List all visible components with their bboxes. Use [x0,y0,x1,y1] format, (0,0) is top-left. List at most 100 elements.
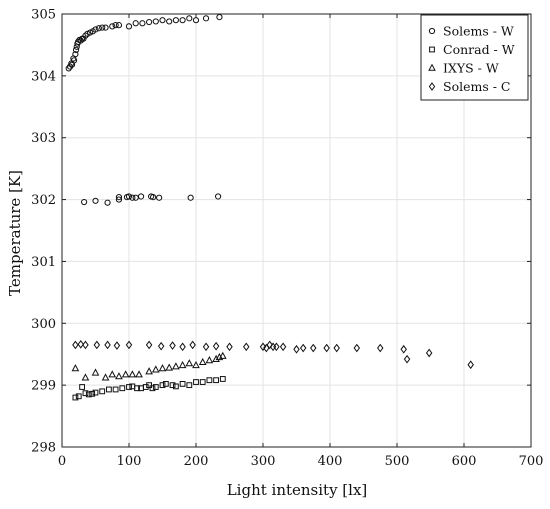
data-points [65,13,474,401]
data-point [259,342,267,352]
data-point [99,24,106,31]
data-point [102,24,109,31]
data-point [99,388,106,395]
data-point [89,390,96,397]
data-point [125,340,133,350]
y-tick-label: 301 [31,255,56,270]
data-point [215,193,222,200]
data-point [266,340,273,350]
data-point [92,389,99,396]
data-point [189,340,196,350]
data-point [145,340,153,350]
data-point [158,364,167,372]
x-tick-label: 700 [519,454,544,469]
x-tick-label: 300 [251,454,276,469]
data-point [121,370,130,378]
data-point [212,354,220,362]
data-point [205,356,214,364]
legend-marker [428,63,436,71]
y-tick-label: 305 [31,8,56,23]
x-tick-label: 0 [58,454,66,469]
y-tick-label: 298 [31,441,56,456]
data-point [92,197,99,204]
data-point [152,384,159,390]
data-point [145,367,153,375]
data-point [199,379,206,385]
data-point [77,339,84,349]
series-solems-w [65,13,223,206]
data-point [129,194,136,201]
data-point [323,343,330,353]
data-point [106,386,112,393]
data-point [169,341,176,350]
data-point [115,22,123,29]
data-point [108,370,117,378]
data-point [187,194,194,201]
series-ixys-w [71,351,227,381]
y-tick-label: 303 [31,131,56,146]
x-tick-label: 200 [184,454,209,469]
x-tick-label: 500 [385,454,410,469]
data-point [152,18,159,25]
data-point [126,384,132,390]
data-point [115,193,123,201]
data-point [172,362,180,370]
data-point [132,20,139,27]
data-point [135,370,143,378]
data-point [134,385,140,392]
data-point [169,382,176,389]
data-point [128,370,137,378]
data-point [198,357,207,366]
data-point [151,365,160,373]
data-point [81,198,88,206]
data-point [115,372,123,380]
data-point [91,368,100,376]
data-point [179,381,186,387]
data-point [166,18,173,25]
x-tick-label: 600 [452,454,477,469]
y-tick-label: 300 [31,317,56,332]
legend-box [420,14,529,101]
data-point [93,340,101,350]
data-point [178,360,187,369]
data-point [172,17,179,24]
plot-frame [61,13,532,448]
data-point [377,343,384,353]
data-point [113,341,121,350]
data-point [216,13,223,21]
data-point [310,343,317,353]
data-point [159,382,166,389]
data-point [206,377,213,384]
axes: 0 100 200 300 400 500 600 700 298 299 300 301 302 303… [31,8,543,470]
data-point [92,26,99,33]
data-point [299,343,307,353]
data-point [273,342,280,352]
legend-label: Solems - C [443,79,511,94]
grid [61,13,532,448]
data-point [159,17,166,24]
data-point [82,390,89,397]
data-point [293,344,300,354]
data-point [115,196,123,203]
data-point [95,25,102,32]
data-point [165,363,174,371]
legend-marker [429,46,435,53]
x-axis-title: Light intensity [lx] [227,481,368,499]
data-point [192,360,200,369]
data-point [333,343,340,353]
data-point [179,342,186,352]
data-point [82,32,89,39]
data-point [104,199,111,206]
data-point [72,340,79,350]
data-point [139,20,146,27]
data-point [71,364,80,372]
data-point [157,341,165,351]
legend-label: Solems - W [443,24,514,39]
data-point [186,382,193,389]
data-point [81,373,90,381]
y-tick-label: 299 [31,379,56,394]
legend: Solems - W Conrad - W IXYS - W Solems - C [420,14,529,101]
data-point [104,340,111,350]
data-point [193,379,199,385]
